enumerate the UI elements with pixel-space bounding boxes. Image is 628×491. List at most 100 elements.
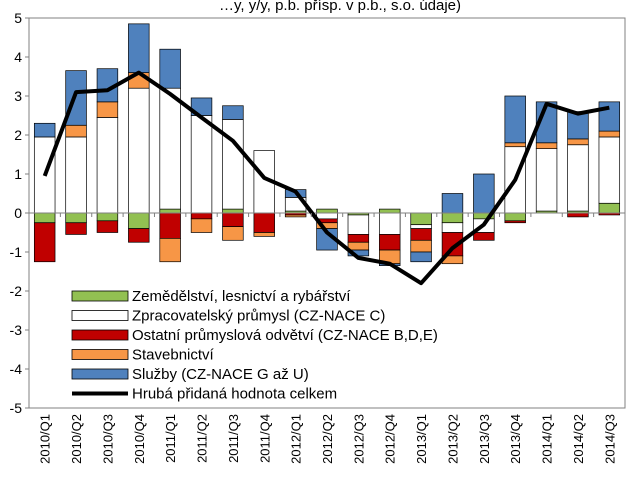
y-tick-label: -4 xyxy=(10,361,23,377)
bar-zpracovatelsk-10 xyxy=(347,214,370,235)
bar-zemdlstv-4 xyxy=(159,208,181,214)
y-tick-label: -2 xyxy=(10,283,23,299)
y-tick-label: 5 xyxy=(14,10,22,26)
legend-label: Ostatní průmyslová odvětví (CZ-NACE B,D,… xyxy=(132,327,438,344)
x-tick-label: 2011/Q1 xyxy=(163,414,178,463)
bar-stavebnictv-16 xyxy=(535,142,558,150)
legend: Zemědělství, lesnictví a rybářství Zpraco… xyxy=(71,288,438,403)
bar-ostatn-6 xyxy=(222,212,244,227)
y-tick-label: 0 xyxy=(14,205,22,221)
bar-zpracovatelsk-4 xyxy=(159,87,181,210)
bar-series-group xyxy=(29,23,625,267)
legend-swatch xyxy=(71,368,129,380)
bar-zemdlstv-12 xyxy=(410,212,432,226)
bar-zemdlstv-11 xyxy=(379,208,401,214)
bar-sluby-4 xyxy=(159,48,181,89)
bar-zpracovatelsk-6 xyxy=(222,119,244,210)
x-tick-label: 2010/Q1 xyxy=(38,414,53,464)
bar-ostatn-3 xyxy=(128,228,150,243)
x-tick-label: 2014/Q1 xyxy=(540,414,555,464)
bar-stavebnictv-6 xyxy=(222,226,244,241)
bar-sluby-15 xyxy=(504,95,526,144)
bar-ostatn-4 xyxy=(159,212,181,239)
y-tick-label: -3 xyxy=(10,322,23,338)
bar-sluby-14 xyxy=(473,173,495,214)
bar-sluby-6 xyxy=(222,105,244,120)
bar-zpracovatelsk-5 xyxy=(190,115,213,214)
bar-stavebnictv-7 xyxy=(253,232,275,237)
bar-stavebnictv-8 xyxy=(284,214,307,218)
bar-stavebnictv-18 xyxy=(598,130,621,138)
bar-ostatn-10 xyxy=(347,234,370,243)
bar-ostatn-14 xyxy=(473,232,495,241)
bar-zemdlstv-9 xyxy=(316,208,338,214)
bar-sluby-0 xyxy=(33,122,56,138)
bar-stavebnictv-5 xyxy=(190,218,213,233)
bar-zemdlstv-15 xyxy=(504,212,526,222)
x-tick-label: 2013/Q4 xyxy=(508,414,523,464)
bar-ostatn-11 xyxy=(379,234,401,251)
bar-ostatn-7 xyxy=(253,212,275,233)
bar-zpracovatelsk-1 xyxy=(65,136,87,214)
x-tick-label: 2013/Q2 xyxy=(446,414,461,464)
bar-zpracovatelsk-17 xyxy=(567,144,589,212)
x-axis: 2010/Q1 2010/Q2 2010/Q3 2010/Q4 2011/Q1 2011/… xyxy=(28,213,617,464)
chart-title-fragment: …y, y/y, p.b. přísp. v p.b., s.o. údaje) xyxy=(219,0,461,14)
bar-stavebnictv-1 xyxy=(65,124,87,138)
bar-zpracovatelsk-3 xyxy=(128,87,150,214)
bar-ostatn-5 xyxy=(190,212,213,220)
legend-swatch xyxy=(71,329,129,341)
bar-sluby-13 xyxy=(441,193,464,214)
bar-zpracovatelsk-12 xyxy=(410,224,432,229)
bar-zpracovatelsk-9 xyxy=(316,212,338,220)
bar-zpracovatelsk-11 xyxy=(379,212,401,235)
line-series-group xyxy=(42,70,610,286)
bar-ostatn-0 xyxy=(33,222,56,263)
legend-swatch xyxy=(71,349,129,360)
bar-stavebnictv-12 xyxy=(410,239,432,253)
bar-zpracovatelsk-13 xyxy=(441,222,464,233)
bar-zemdlstv-1 xyxy=(65,212,87,224)
bar-zemdlstv-6 xyxy=(222,208,244,214)
legend-label: Stavebnictví xyxy=(132,347,215,364)
bar-sluby-12 xyxy=(410,251,432,263)
bar-stavebnictv-15 xyxy=(504,142,526,148)
y-tick-label: -1 xyxy=(10,244,23,260)
y-tick-label: 3 xyxy=(14,88,22,104)
x-tick-label: 2014/Q2 xyxy=(571,414,586,464)
bar-sluby-18 xyxy=(598,101,621,132)
legend-label: Služby (CZ-NACE G až U) xyxy=(132,366,309,383)
legend-label: Zpracovatelský průmysl (CZ-NACE C) xyxy=(132,308,385,325)
x-tick-label: 2012/Q3 xyxy=(351,414,366,464)
bar-ostatn-2 xyxy=(96,220,119,233)
x-tick-label: 2012/Q1 xyxy=(289,414,304,464)
bar-zemdlstv-18 xyxy=(598,202,621,214)
legend-label: Hrubá přidaná hodnota celkem xyxy=(132,386,337,403)
bar-ostatn-15 xyxy=(504,220,526,224)
bar-stavebnictv-4 xyxy=(159,238,181,263)
bar-zemdlstv-2 xyxy=(96,212,119,222)
x-tick-label: 2012/Q4 xyxy=(383,414,398,464)
bar-zemdlstv-0 xyxy=(33,212,56,224)
y-tick-label: -5 xyxy=(10,400,23,416)
bar-ostatn-17 xyxy=(567,212,589,218)
bar-stavebnictv-2 xyxy=(96,101,119,118)
x-tick-label: 2014/Q3 xyxy=(602,414,617,464)
bar-zpracovatelsk-2 xyxy=(96,117,119,214)
legend-label: Zemědělství, lesnictví a rybářství xyxy=(132,288,351,305)
bar-stavebnictv-17 xyxy=(567,138,589,146)
x-tick-label: 2010/Q2 xyxy=(69,414,84,464)
x-tick-label: 2013/Q1 xyxy=(414,414,429,464)
legend-swatch xyxy=(71,290,129,302)
bar-ostatn-12 xyxy=(410,228,432,241)
x-tick-label: 2011/Q2 xyxy=(195,414,210,463)
bar-ostatn-1 xyxy=(65,222,87,235)
y-tick-label: 1 xyxy=(14,166,22,182)
bar-zpracovatelsk-18 xyxy=(598,136,621,204)
x-tick-label: 2010/Q4 xyxy=(132,414,147,464)
bar-zemdlstv-3 xyxy=(128,212,150,229)
x-tick-label: 2011/Q3 xyxy=(226,414,241,463)
legend-swatch xyxy=(71,310,129,321)
